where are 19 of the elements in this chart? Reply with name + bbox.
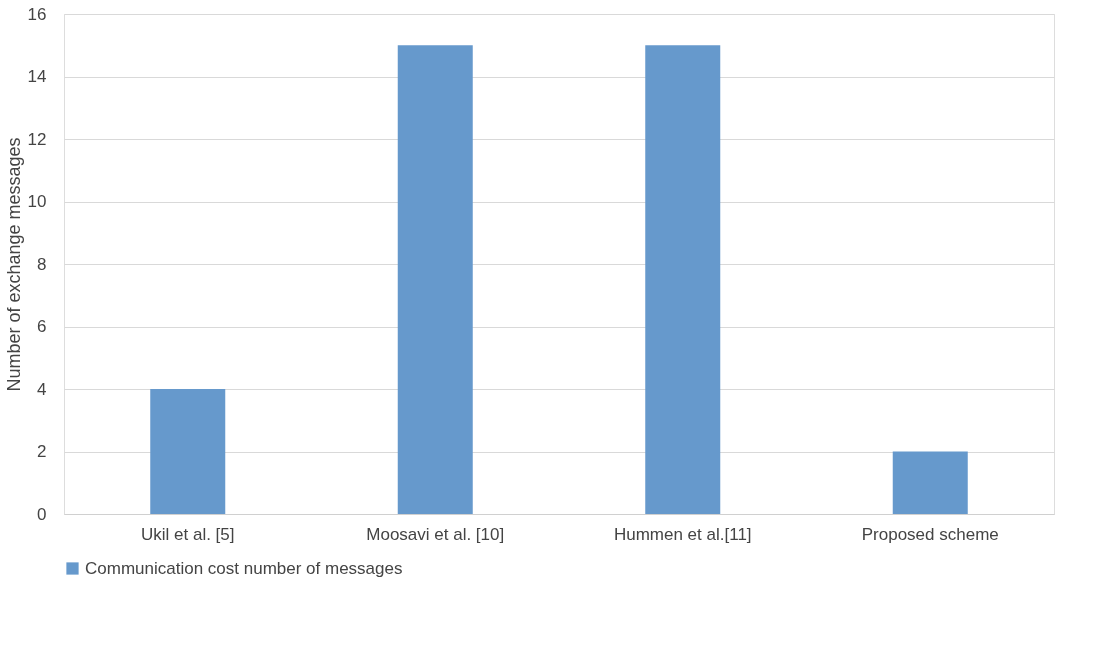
y-tick-label: 0 [37, 504, 47, 524]
y-tick-label: 14 [27, 67, 47, 86]
x-tick-label: Proposed scheme [861, 524, 999, 544]
y-tick-label: 2 [37, 442, 47, 461]
bar [645, 45, 721, 514]
x-tick-label: Ukil et al. [5] [140, 524, 235, 544]
x-tick-label: Moosavi et al. [10] [366, 524, 505, 544]
y-tick-label: 8 [37, 254, 47, 274]
y-tick-label: 4 [37, 379, 47, 399]
bar [892, 451, 968, 514]
bar [150, 389, 226, 514]
y-tick-label: 12 [27, 129, 47, 149]
y-tick-label: 10 [27, 192, 47, 211]
y-tick-label: 6 [37, 317, 47, 336]
y-tick-label: 16 [27, 4, 47, 24]
legend-label: Communication cost number of messages [85, 558, 403, 578]
bar [397, 45, 473, 514]
y-axis-title: Number of exchange messages [3, 137, 24, 392]
x-tick-label: Hummen et al.[11] [613, 524, 752, 544]
